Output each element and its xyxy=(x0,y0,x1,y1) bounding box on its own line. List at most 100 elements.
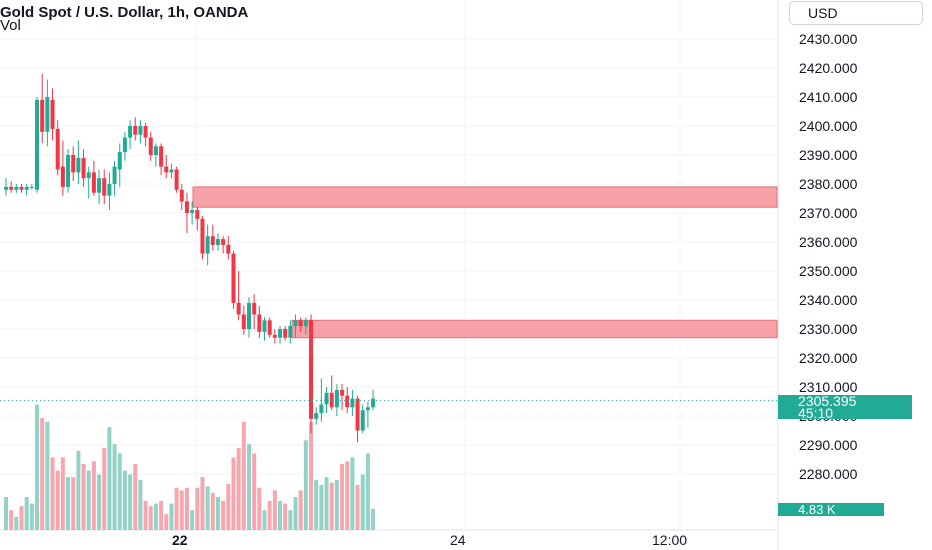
volume-bar xyxy=(24,497,29,530)
candle-body xyxy=(9,186,14,190)
volume-bar xyxy=(334,479,339,530)
candle-body xyxy=(190,210,195,213)
candles xyxy=(4,73,376,443)
volume-bar xyxy=(55,470,60,530)
y-tick-label: 2280.000 xyxy=(799,466,858,482)
volume-bar xyxy=(340,464,345,530)
candle-body xyxy=(329,392,334,408)
volume-bar xyxy=(267,500,272,530)
candle-body xyxy=(102,178,107,196)
volume-bar xyxy=(14,516,19,530)
candle-body xyxy=(60,166,65,187)
volume-bar xyxy=(314,479,319,530)
volume-bar xyxy=(236,448,241,530)
candle-body xyxy=(164,166,169,173)
volume-bar xyxy=(350,457,355,530)
y-tick-label: 2290.000 xyxy=(799,437,858,453)
volume-bar xyxy=(283,503,288,530)
x-tick-label: 12:00 xyxy=(652,532,687,548)
candle-body xyxy=(262,320,267,332)
candle-body xyxy=(35,99,40,190)
y-tick-label: 2330.000 xyxy=(799,321,858,337)
candle-body xyxy=(24,186,29,190)
candle-body xyxy=(267,320,272,335)
volume-bar xyxy=(153,503,158,530)
volume-bar xyxy=(288,510,293,530)
y-tick-label: 2340.000 xyxy=(799,292,858,308)
candle-body xyxy=(86,172,91,179)
y-tick-label: 2350.000 xyxy=(799,263,858,279)
candle-body xyxy=(371,398,376,408)
y-tick-label: 2420.000 xyxy=(799,60,858,76)
candle-body xyxy=(71,155,76,173)
x-tick-label: 22 xyxy=(172,532,188,548)
volume-bar xyxy=(169,503,174,530)
candle-body xyxy=(293,320,298,327)
candle-body xyxy=(179,189,184,202)
candle-body xyxy=(309,320,314,419)
y-tick-label: 2390.000 xyxy=(799,147,858,163)
volume-bar xyxy=(371,508,376,530)
candle-body xyxy=(241,314,246,329)
candle-body xyxy=(195,210,200,219)
volume-bar xyxy=(298,490,303,530)
candle-body xyxy=(184,201,189,213)
candle-body xyxy=(117,152,122,170)
currency-button[interactable]: USD xyxy=(789,1,923,25)
volume-bars xyxy=(4,404,376,530)
volume-bar xyxy=(200,477,205,530)
volume-value-label: 4.83 K xyxy=(778,503,884,516)
candle-body xyxy=(14,186,19,190)
candle-body xyxy=(128,126,133,138)
volume-bar xyxy=(71,477,76,530)
volume-bar xyxy=(60,457,65,530)
volume-bar xyxy=(231,457,236,530)
time-axis[interactable]: 22 24 12:00 xyxy=(172,532,687,548)
volume-bar xyxy=(50,457,55,530)
candle-body xyxy=(29,186,34,188)
volume-bar xyxy=(215,497,220,530)
volume-bar xyxy=(117,453,122,530)
candle-body xyxy=(76,157,81,173)
candle-body xyxy=(319,404,324,414)
volume-bar xyxy=(122,470,127,530)
supply-zone[interactable] xyxy=(291,319,778,339)
volume-bar xyxy=(272,490,277,530)
candle-body xyxy=(174,169,179,190)
volume-bar xyxy=(293,497,298,530)
candle-body xyxy=(55,128,60,170)
candle-body xyxy=(257,314,262,332)
candle-body xyxy=(97,178,102,193)
candle-body xyxy=(303,320,308,327)
supply-zone[interactable] xyxy=(192,186,778,208)
y-tick-label: 2310.000 xyxy=(799,379,858,395)
zones xyxy=(192,186,778,339)
candle-body xyxy=(246,302,251,329)
candle-body xyxy=(50,99,55,129)
volume-bar xyxy=(241,421,246,530)
volume-bar xyxy=(360,474,365,530)
volume-bar xyxy=(159,500,164,530)
candle-body xyxy=(210,236,215,245)
candle-body xyxy=(143,126,148,138)
price-axis[interactable]: 2280.0002290.0002300.0002310.0002320.000… xyxy=(799,31,858,482)
volume-bar xyxy=(128,474,133,530)
candle-body xyxy=(133,126,138,135)
volume-bar xyxy=(195,487,200,530)
candle-body xyxy=(324,392,329,405)
volume-bar xyxy=(35,404,40,530)
y-tick-label: 2320.000 xyxy=(799,350,858,366)
volume-bar xyxy=(345,461,350,530)
candle-body xyxy=(200,218,205,254)
candle-body xyxy=(138,126,143,135)
candle-body xyxy=(153,146,158,155)
volume-bar xyxy=(329,482,334,530)
candle-body xyxy=(298,320,303,327)
y-tick-label: 2410.000 xyxy=(799,89,858,105)
candle-body xyxy=(205,236,210,254)
candle-body xyxy=(334,389,339,408)
volume-indicator-label[interactable]: Vol xyxy=(0,17,21,34)
candle-body xyxy=(340,389,345,396)
volume-bar xyxy=(45,421,50,530)
